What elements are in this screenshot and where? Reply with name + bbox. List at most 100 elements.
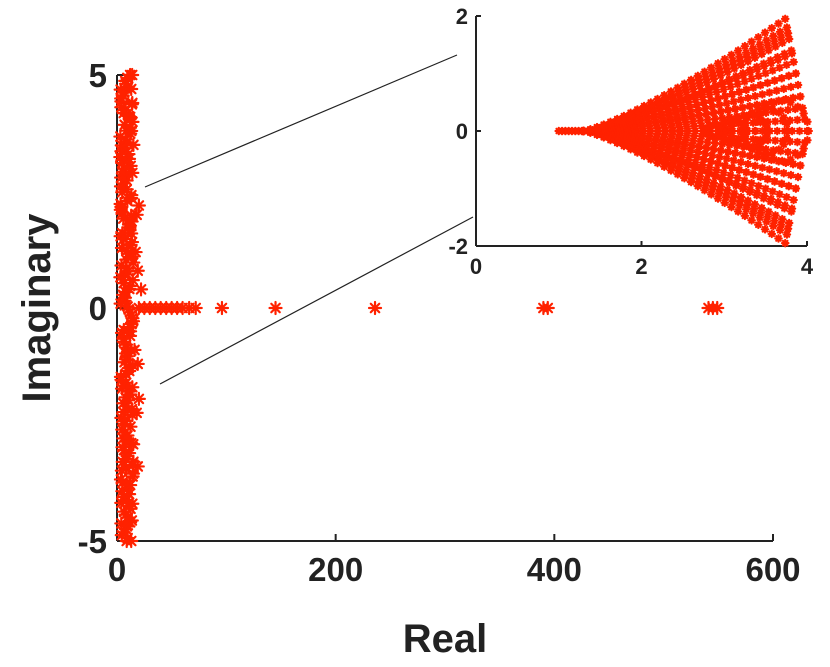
data-point: [708, 185, 717, 194]
data-point: [734, 165, 744, 175]
data-point: [752, 117, 762, 127]
data-point: [743, 196, 753, 205]
data-point: [740, 77, 749, 86]
data-point: [779, 140, 789, 149]
inset-ticks: 0 2 4-202: [448, 4, 813, 279]
data-point: [780, 49, 789, 59]
data-point: [782, 133, 792, 143]
data-point: [765, 165, 774, 174]
data-point: [717, 78, 727, 87]
data-point: [592, 123, 602, 132]
data-point: [747, 178, 756, 188]
x-tick-label: 200: [308, 551, 363, 588]
data-point: [803, 117, 812, 127]
data-point: [730, 64, 739, 73]
data-point: [761, 68, 770, 78]
y-tick-label: 0: [89, 290, 107, 327]
data-point: [719, 168, 728, 177]
data-point: [713, 94, 723, 103]
data-point: [754, 71, 763, 81]
data-point: [754, 220, 763, 230]
data-point: [114, 240, 130, 256]
data-point: [740, 211, 750, 221]
main-plot: 0 200 400 600-505 Real Imaginary: [15, 57, 801, 661]
data-point: [721, 60, 731, 70]
data-point: [777, 96, 787, 106]
data-point: [777, 214, 787, 224]
inset-y-tick-label: 0: [456, 119, 468, 144]
data-point: [121, 151, 137, 166]
data-point: [125, 496, 140, 511]
data-point: [703, 84, 713, 93]
data-point: [779, 84, 789, 94]
data-point: [124, 436, 139, 451]
data-point: [750, 91, 760, 101]
data-point: [745, 187, 755, 197]
data-point: [710, 81, 720, 90]
data-point: [130, 263, 145, 278]
data-point: [759, 59, 768, 68]
data-point: [727, 163, 737, 173]
data-point: [124, 123, 139, 139]
data-point: [716, 182, 725, 191]
data-point: [123, 515, 138, 530]
data-point: [728, 196, 737, 206]
data-point: [730, 104, 740, 114]
data-point: [784, 218, 794, 228]
data-point: [188, 300, 203, 316]
data-point: [772, 126, 782, 136]
data-point: [128, 244, 143, 260]
data-point: [640, 103, 649, 113]
data-point: [730, 148, 740, 158]
data-point: [757, 49, 767, 59]
data-point: [667, 90, 676, 99]
data-point: [752, 62, 762, 72]
data-point: [720, 92, 730, 101]
data-point: [795, 126, 804, 136]
data-point: [745, 101, 755, 111]
data-point: [747, 215, 756, 225]
data-point: [791, 69, 801, 78]
data-point: [769, 98, 779, 107]
data-point: [788, 159, 798, 169]
data-point: [735, 200, 744, 210]
inset-y-tick-label: -2: [448, 234, 468, 259]
data-point: [214, 300, 230, 316]
data-point: [768, 66, 777, 75]
data-point: [762, 35, 771, 45]
data-point: [685, 102, 695, 112]
data-point: [748, 209, 758, 218]
data-point: [124, 81, 139, 97]
data-point: [733, 173, 742, 183]
data-point: [747, 74, 756, 84]
data-point: [713, 159, 723, 168]
data-point: [774, 145, 784, 154]
data-point: [726, 170, 735, 180]
data-point: [125, 95, 140, 111]
data-point: [773, 200, 782, 210]
data-point: [787, 46, 796, 55]
data-point: [782, 230, 792, 239]
data-point: [694, 177, 704, 187]
data-point: [633, 106, 643, 116]
x-tick-label: 0: [108, 551, 126, 588]
data-point: [757, 203, 767, 213]
data-point: [741, 85, 751, 95]
data-point: [784, 181, 794, 191]
data-point: [719, 85, 728, 94]
data-point: [716, 71, 725, 80]
data-point: [771, 211, 780, 220]
data-point: [779, 113, 789, 122]
data-point: [735, 52, 744, 62]
data-point: [762, 150, 771, 160]
data-point: [133, 282, 149, 297]
data-point: [729, 97, 739, 106]
data-point: [743, 140, 752, 149]
data-point: [762, 102, 771, 112]
data-point: [764, 46, 773, 55]
zoom-connector-bottom: [159, 216, 474, 385]
data-point: [768, 148, 777, 158]
data-point: [626, 109, 636, 119]
data-point: [701, 72, 710, 81]
